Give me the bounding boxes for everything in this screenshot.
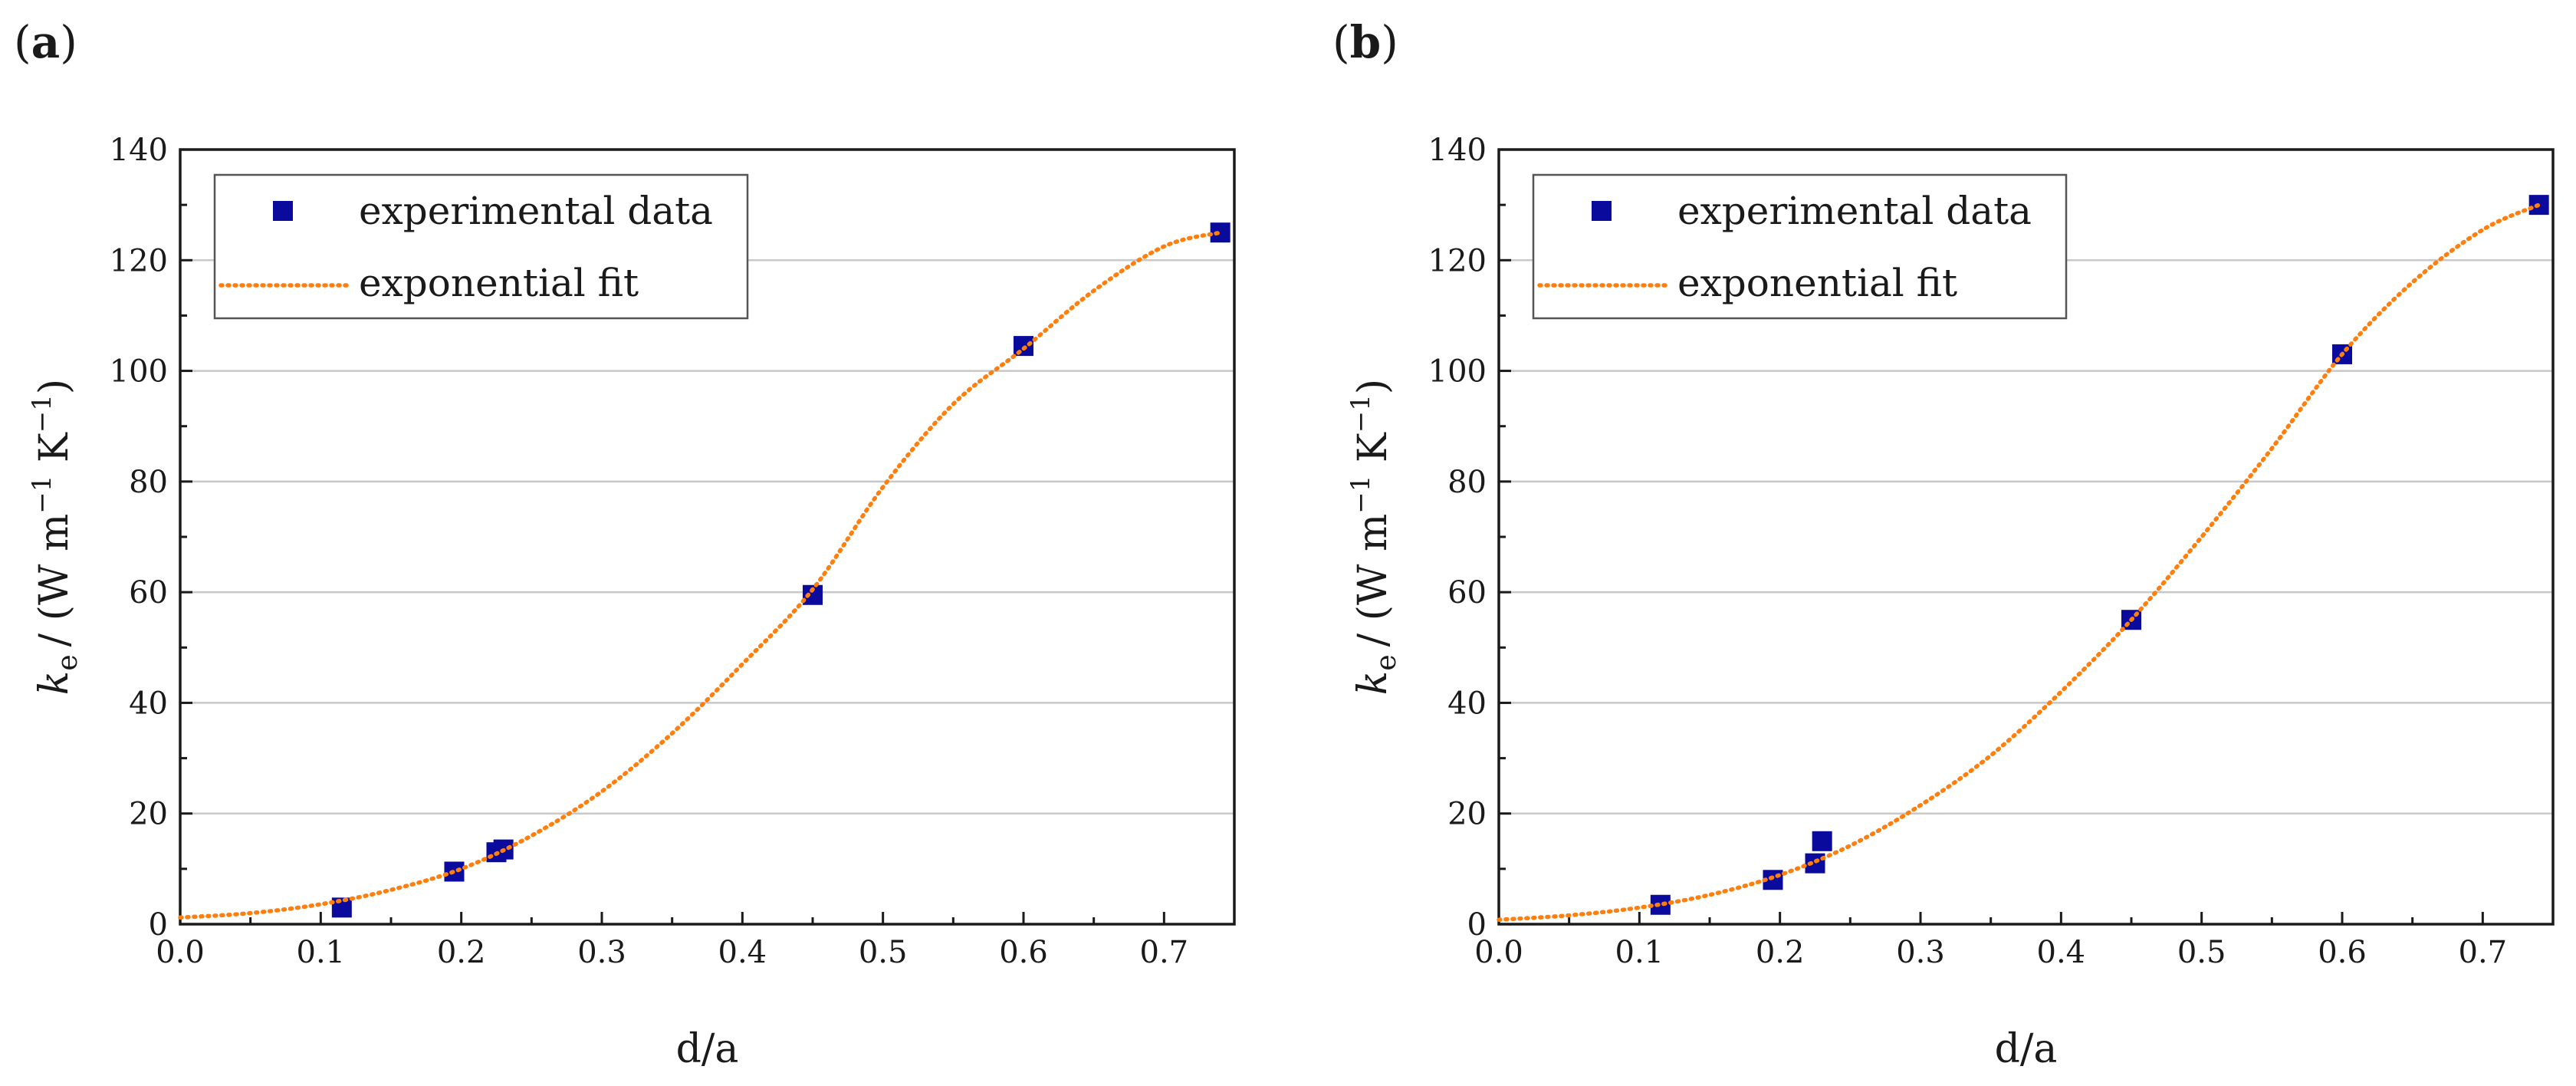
x-tick-label: 0.3 [577,935,626,970]
y-axis-symbol: k [1350,671,1396,696]
y-axis-exponent-2: −1 [1346,394,1376,433]
legend-label-fit: exponential fit [359,261,639,305]
y-axis-exponent-2: −1 [27,394,58,433]
y-tick-label: 60 [129,575,168,610]
y-tick-label: 40 [129,686,168,721]
y-axis-exponent-1: −1 [1346,476,1376,514]
data-point [1210,222,1230,243]
x-tick-label: 0.5 [2177,935,2226,970]
y-tick-label: 140 [110,133,168,168]
panel-label-close: ) [1381,16,1398,68]
x-tick-label: 0.1 [297,935,346,970]
plot-frame [1497,148,2555,926]
x-tick-label: 0.4 [718,935,767,970]
y-axis-unit-close: ) [1350,379,1396,394]
fit-line [1497,202,2542,922]
y-axis-symbol: k [31,671,77,696]
legend-label-experimental: experimental data [1677,189,2032,233]
chart-panel-b: (b) 0 20 40 60 80 100 120 140 0.0 0.1 0.2 0.3 0.4 0.5 0… [1319,0,2576,1086]
plot-frame [179,148,1236,926]
legend-label-experimental: experimental data [359,189,713,233]
x-tick-label: 0.2 [1756,935,1805,970]
legend-marker-experimental [273,201,293,221]
x-tick-label: 0.5 [859,935,908,970]
y-tick-label: 140 [1428,133,1487,168]
chart-svg-b: (b) 0 20 40 60 80 100 120 140 0.0 0.1 0.2 0.3 0.4 0.5 0… [1332,16,2555,1072]
x-tick-label: 0.0 [1474,935,1523,970]
y-axis-exponent-1: −1 [27,476,58,514]
panel-label-open: ( [14,16,31,68]
y-axis-unit-close: ) [31,379,77,394]
y-tick-label: 40 [1447,686,1487,721]
y-axis-title: ke/ (W m−1 K−1) [27,379,84,695]
legend-box [213,173,749,320]
legend-marker-experimental [1592,201,1612,221]
data-point [1650,894,1671,915]
fit-line [178,230,1223,920]
x-tick-label: 0.6 [999,935,1048,970]
y-axis-subscript: e [52,654,84,670]
y-tick-label: 60 [1447,575,1487,610]
data-point [331,897,352,918]
y-axis-title: ke/ (W m−1 K−1) [1346,379,1402,695]
x-tick-label: 0.3 [1896,935,1945,970]
panel-label-letter: a [31,16,61,68]
y-tick-label: 120 [1428,243,1487,278]
x-tick-label: 0.0 [156,935,205,970]
y-tick-label: 80 [1447,465,1487,500]
x-axis-title: d/a [676,1026,739,1072]
chart-svg-a: (a) 0 20 40 60 80 100 120 140 0.0 0.1 0.2 0.3 0.4 0.5 0… [14,16,1236,1072]
y-axis-unit-k: K [1350,432,1396,476]
y-axis-unit-open: / (W m [31,514,77,647]
panel-label-close: ) [60,16,77,68]
y-tick-label: 80 [129,465,168,500]
panel-label-open: ( [1332,16,1350,68]
x-tick-label: 0.4 [2037,935,2086,970]
x-axis-title: d/a [1995,1026,2058,1072]
x-tick-label: 0.7 [1140,935,1189,970]
panel-label-letter: b [1350,16,1382,68]
data-point [1812,831,1832,851]
legend-box [1532,173,2068,320]
y-tick-label: 100 [1428,354,1487,390]
y-tick-label: 20 [129,797,168,832]
x-tick-label: 0.2 [437,935,486,970]
y-axis-subscript: e [1371,654,1402,670]
x-tick-label: 0.7 [2459,935,2508,970]
y-axis-unit-open: / (W m [1350,514,1396,647]
y-tick-label: 0 [1467,907,1487,943]
x-tick-label: 0.1 [1615,935,1664,970]
panel-label: (b) [1332,16,1398,68]
y-axis-unit-k: K [31,432,77,476]
y-tick-label: 100 [110,354,168,390]
legend-label-fit: exponential fit [1677,261,1957,305]
y-tick-label: 120 [110,243,168,278]
x-tick-label: 0.6 [2318,935,2367,970]
chart-panel-a: (a) 0 20 40 60 80 100 120 140 0.0 0.1 0.2 0.3 0.4 0.5 0… [14,16,1236,1072]
y-tick-label: 20 [1447,797,1487,832]
y-tick-label: 0 [149,907,168,943]
panel-label: (a) [14,16,77,68]
